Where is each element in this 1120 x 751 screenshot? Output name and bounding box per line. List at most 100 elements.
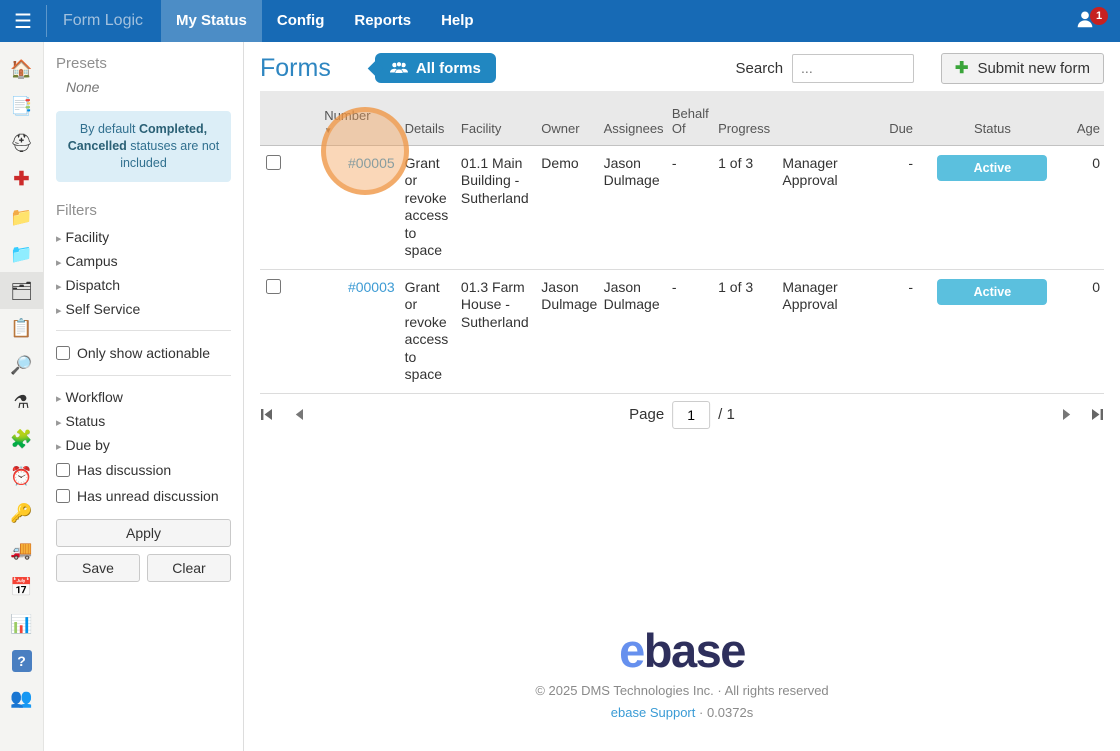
has-unread-discussion-checkbox[interactable] [56, 488, 70, 503]
alarm-clock-icon[interactable]: ⏰ [10, 465, 33, 486]
filter-workflow[interactable]: ▸ Workflow [56, 388, 123, 405]
step-cell: Manager Approval [778, 145, 861, 270]
filter-due-by[interactable]: ▸ Due by [56, 436, 110, 453]
first-page-button[interactable] [260, 408, 273, 421]
nav-help[interactable]: Help [441, 12, 474, 29]
facility-cell: 01.1 Main Building - Sutherland [456, 145, 538, 270]
facility-cell: 01.3 Farm House - Sutherland [456, 269, 538, 394]
hardhat-icon[interactable]: ⛑ [10, 132, 33, 153]
menu-icon[interactable]: ☰ [14, 10, 32, 33]
app-title: Form Logic [63, 12, 144, 29]
render-time: · 0.0372s [699, 705, 754, 720]
header-assignees[interactable]: Assignees [599, 91, 668, 146]
has-discussion-checkbox-row[interactable]: Has discussion [56, 457, 231, 483]
assignees-cell: Jason Dulmage [599, 269, 668, 394]
documents-icon[interactable]: 📑 [10, 95, 33, 116]
table-row: #00003 Grant or revoke access to space 0… [260, 269, 1104, 394]
home-icon[interactable]: 🏠 [10, 58, 33, 79]
filters-label: Filters [56, 201, 97, 219]
table-header-row: Number ▼ Details Facility Owner Assignee… [260, 91, 1104, 146]
status-info-note: By default Completed, Cancelled statuses… [56, 111, 231, 182]
save-button[interactable]: Save [56, 553, 140, 582]
search-clipboard-icon[interactable]: 🔎 [10, 354, 33, 375]
copyright-text: © 2025 DMS Technologies Inc. · All right… [535, 683, 829, 698]
chevron-right-icon: ▸ [56, 416, 62, 429]
user-icon[interactable] [1074, 8, 1096, 35]
header-details[interactable]: Details [400, 91, 457, 146]
search-label: Search [735, 59, 784, 77]
form-number-link[interactable]: #00005 [347, 154, 395, 171]
support-link[interactable]: ebase Support [610, 705, 696, 720]
workflow-forms-icon[interactable]: 🗂 [0, 272, 43, 309]
checklist-icon[interactable]: 📋 [10, 317, 33, 338]
navbar-divider [46, 5, 47, 37]
clear-button[interactable]: Clear [147, 553, 231, 582]
search-input[interactable] [792, 53, 915, 83]
filter-facility[interactable]: ▸ Facility [56, 228, 110, 245]
header-behalf-of[interactable]: Behalf Of [667, 91, 715, 146]
due-cell: - [860, 269, 918, 394]
filter-panel: Presets None By default Completed, Cance… [44, 42, 244, 751]
folder-blue-icon[interactable]: 📁 [10, 243, 33, 264]
top-navbar: ☰ Form Logic My Status Config Reports He… [0, 0, 1120, 42]
sort-desc-icon[interactable]: ▼ [324, 125, 333, 135]
help-book-icon[interactable]: ? [0, 642, 43, 679]
header-due[interactable]: Due [860, 91, 918, 146]
next-page-button[interactable] [1062, 409, 1071, 420]
users-icon[interactable]: 👥 [10, 687, 33, 708]
header-age[interactable]: Age [1067, 91, 1104, 146]
header-progress[interactable]: Progress [714, 91, 779, 146]
age-cell: 0 [1067, 269, 1104, 394]
header-number[interactable]: Number ▼ [294, 91, 401, 146]
page-input[interactable] [672, 400, 711, 429]
nav-reports[interactable]: Reports [354, 12, 412, 29]
prev-page-button[interactable] [295, 409, 304, 420]
filter-dispatch[interactable]: ▸ Dispatch [56, 276, 120, 293]
due-cell: - [860, 145, 918, 270]
apply-button[interactable]: Apply [56, 518, 231, 547]
folder-yellow-icon[interactable]: 📁 [10, 206, 33, 227]
presets-value: None [66, 79, 100, 95]
page-total: / 1 [718, 406, 735, 423]
key-icon[interactable]: 🔑 [10, 502, 33, 523]
header-status[interactable]: Status [917, 91, 1068, 146]
only-actionable-checkbox[interactable] [56, 345, 70, 360]
notification-badge[interactable]: 1 [1090, 7, 1108, 25]
submit-new-form-button[interactable]: ✚ Submit new form [941, 52, 1104, 84]
main-content: Forms All forms Search ✚ Submit new form [244, 42, 1120, 751]
divider [56, 374, 231, 376]
all-forms-button[interactable]: All forms [374, 53, 496, 83]
nav-my-status[interactable]: My Status [161, 0, 262, 42]
header-owner[interactable]: Owner [537, 91, 600, 146]
filter-campus[interactable]: ▸ Campus [56, 252, 118, 269]
progress-cell: 1 of 3 [714, 145, 779, 270]
behalf-of-cell: - [667, 145, 715, 270]
age-cell: 0 [1067, 145, 1104, 270]
bar-chart-icon[interactable]: 📊 [10, 613, 33, 634]
chevron-right-icon: ▸ [56, 256, 62, 269]
form-number-link[interactable]: #00003 [347, 278, 395, 295]
last-page-button[interactable] [1091, 408, 1104, 421]
filter-self-service[interactable]: ▸ Self Service [56, 300, 141, 317]
progress-cell: 1 of 3 [714, 269, 779, 394]
group-icon [389, 61, 408, 74]
navbar-right: 1 [1074, 0, 1120, 42]
assignees-cell: Jason Dulmage [599, 145, 668, 270]
filter-status[interactable]: ▸ Status [56, 412, 106, 429]
first-aid-icon[interactable]: ✚ [13, 169, 30, 190]
row-checkbox[interactable] [266, 278, 281, 294]
truck-icon[interactable]: 🚚 [10, 539, 33, 560]
hazard-flask-icon[interactable]: ⚗ [13, 391, 30, 412]
page-title: Forms [260, 53, 331, 82]
header-facility[interactable]: Facility [456, 91, 538, 146]
has-unread-discussion-checkbox-row[interactable]: Has unread discussion [56, 483, 231, 509]
nav-config[interactable]: Config [276, 12, 325, 29]
row-checkbox[interactable] [266, 154, 281, 170]
puzzle-icon[interactable]: 🧩 [10, 428, 33, 449]
pagination-bar: Page / 1 [260, 394, 1104, 436]
calendar-icon[interactable]: 📅 [10, 576, 33, 597]
has-discussion-checkbox[interactable] [56, 462, 70, 477]
table-row: #00005 Grant or revoke access to space 0… [260, 145, 1104, 270]
step-cell: Manager Approval [778, 269, 861, 394]
only-actionable-checkbox-row[interactable]: Only show actionable [56, 340, 231, 366]
